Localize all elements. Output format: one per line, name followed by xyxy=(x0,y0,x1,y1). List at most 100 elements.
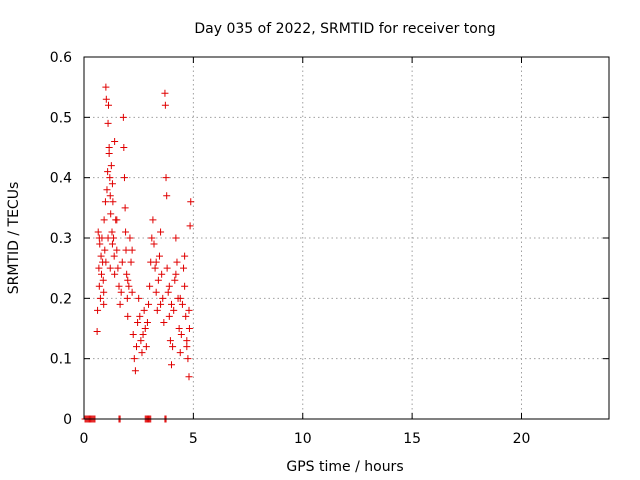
y-tick-label: 0.5 xyxy=(50,110,72,126)
data-point xyxy=(123,270,131,278)
data-point xyxy=(136,312,144,320)
data-point xyxy=(106,174,114,182)
data-point xyxy=(159,294,167,302)
data-point xyxy=(106,192,114,200)
data-point xyxy=(185,306,193,314)
data-point xyxy=(182,312,190,320)
data-point xyxy=(121,204,129,212)
data-point xyxy=(100,216,108,224)
data-point xyxy=(124,276,132,284)
data-point xyxy=(155,252,163,260)
y-tick-label: 0.4 xyxy=(50,171,72,187)
data-point xyxy=(151,264,159,272)
data-point xyxy=(172,234,180,242)
data-point xyxy=(104,168,112,176)
data-point xyxy=(165,312,173,320)
data-point xyxy=(124,312,132,320)
data-point xyxy=(141,325,149,332)
data-point xyxy=(94,306,102,314)
data-point xyxy=(164,288,172,296)
data-point xyxy=(153,306,161,314)
y-tick-label: 0.3 xyxy=(50,231,72,247)
data-point xyxy=(178,300,186,308)
data-point xyxy=(97,252,105,260)
data-point xyxy=(95,264,103,272)
x-tick-label: 5 xyxy=(189,431,198,447)
data-point xyxy=(187,198,195,206)
data-point xyxy=(180,264,188,272)
data-point xyxy=(157,228,165,236)
data-point xyxy=(146,282,154,290)
data-point xyxy=(129,331,137,339)
data-point xyxy=(152,258,160,266)
data-point xyxy=(126,234,134,242)
data-point xyxy=(177,331,185,339)
data-point xyxy=(148,234,156,242)
data-point xyxy=(113,216,121,224)
data-point xyxy=(102,95,110,103)
data-point xyxy=(108,240,116,248)
data-point xyxy=(130,355,138,363)
data-point xyxy=(95,282,103,290)
data-point xyxy=(105,144,113,151)
data-point xyxy=(100,288,108,296)
data-point xyxy=(107,162,115,170)
data-point xyxy=(161,89,169,97)
data-point xyxy=(105,101,112,109)
data-point xyxy=(128,288,136,296)
data-point xyxy=(185,325,193,332)
data-point xyxy=(94,228,102,236)
data-point xyxy=(122,246,130,254)
data-point xyxy=(102,83,110,91)
y-tick-label: 0 xyxy=(63,412,72,428)
data-point xyxy=(113,246,121,254)
data-point xyxy=(105,150,113,158)
data-point xyxy=(158,270,166,278)
data-point xyxy=(122,228,130,236)
data-point xyxy=(163,264,171,272)
data-point xyxy=(111,270,119,278)
data-point xyxy=(175,325,183,332)
data-point xyxy=(140,306,148,314)
axis-ticks xyxy=(83,56,609,420)
grid-lines xyxy=(84,57,609,419)
data-point xyxy=(96,294,104,302)
data-point xyxy=(186,222,194,230)
data-point xyxy=(108,180,116,188)
data-point xyxy=(176,294,184,302)
data-point xyxy=(162,174,170,182)
data-point xyxy=(106,264,114,272)
data-point xyxy=(119,113,127,121)
data-point xyxy=(181,252,189,260)
data-point xyxy=(104,234,112,242)
y-axis-label: SRMTID / TECUs xyxy=(6,182,22,295)
data-point xyxy=(111,137,119,145)
data-point xyxy=(185,373,193,381)
data-point xyxy=(108,228,116,236)
data-point xyxy=(172,270,180,278)
y-tick-label: 0.1 xyxy=(50,352,72,368)
data-point xyxy=(139,331,147,339)
data-point xyxy=(118,258,126,266)
data-point xyxy=(96,240,104,248)
data-point xyxy=(133,343,140,351)
x-tick-label: 15 xyxy=(403,431,421,447)
data-point xyxy=(135,294,143,302)
x-tick-label: 20 xyxy=(513,431,531,447)
data-point xyxy=(170,306,178,314)
data-point xyxy=(169,343,177,351)
data-point xyxy=(150,240,158,248)
data-point xyxy=(138,349,146,357)
data-point xyxy=(152,288,160,296)
data-point xyxy=(137,337,145,345)
data-point xyxy=(160,318,168,326)
data-point xyxy=(102,258,110,266)
data-point xyxy=(181,282,189,290)
data-point xyxy=(98,270,105,278)
data-point xyxy=(107,210,115,218)
x-axis-label: GPS time / hours xyxy=(286,459,403,475)
data-point xyxy=(120,144,128,151)
data-point xyxy=(103,186,111,194)
data-point xyxy=(161,101,169,109)
data-point xyxy=(173,258,181,266)
